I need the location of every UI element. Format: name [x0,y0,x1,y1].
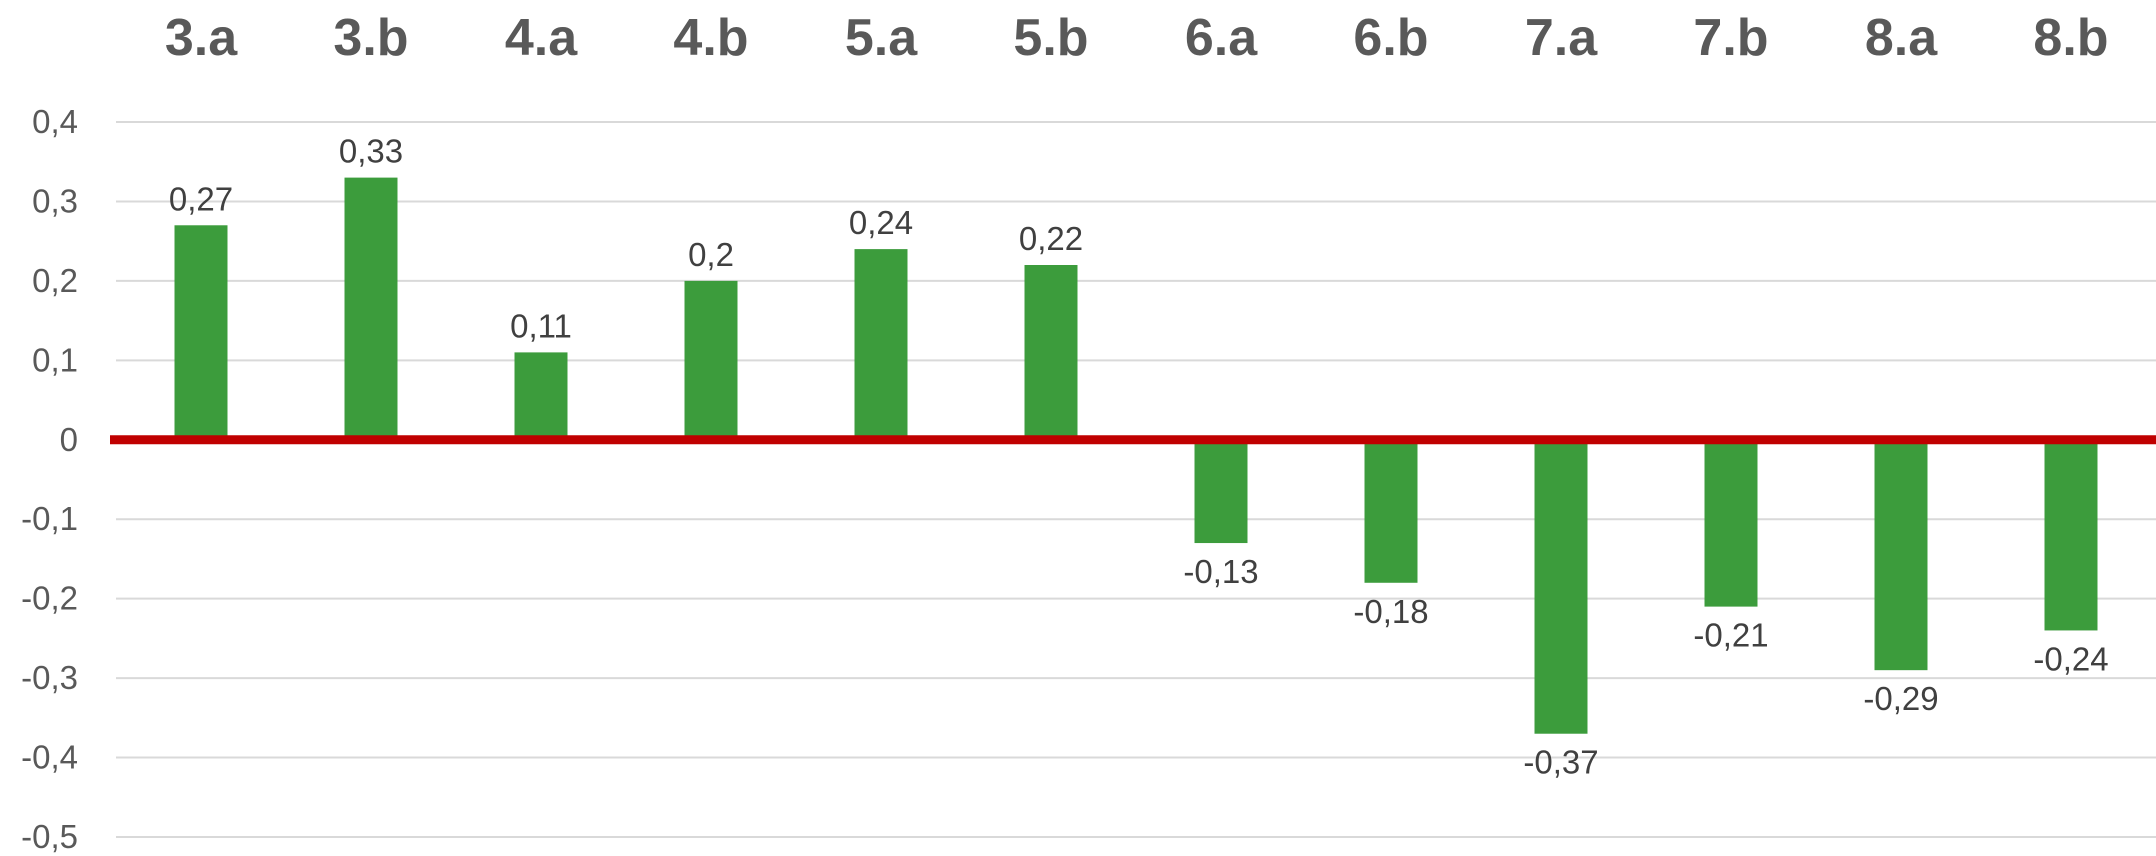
category-label: 4.a [505,9,578,67]
bar-6.b [1364,439,1418,583]
category-label: 5.b [1013,9,1088,67]
data-label: 0,24 [849,204,913,241]
y-tick-label: -0,4 [21,739,78,776]
data-label: -0,18 [1353,593,1428,630]
y-tick-label: 0,2 [32,262,78,299]
y-tick-label: -0,5 [21,818,78,855]
data-label: 0,33 [339,133,403,170]
bar-7.a [1534,439,1588,734]
bars [174,177,2098,734]
bar-8.b [2044,439,2098,631]
bar-6.a [1194,439,1248,544]
category-label: 6.a [1185,9,1258,67]
bar-3.b [344,177,398,440]
data-label: -0,13 [1183,553,1258,590]
data-label: -0,21 [1693,617,1768,654]
data-label: 0,22 [1019,220,1083,257]
data-label: 0,2 [688,236,734,273]
y-tick-label: -0,3 [21,659,78,696]
category-label: 6.b [1353,9,1428,67]
category-label: 8.b [2033,9,2108,67]
data-label: -0,29 [1863,680,1938,717]
category-label: 5.a [845,9,918,67]
gridlines [116,121,2156,838]
category-label: 3.a [165,9,238,67]
data-label: -0,37 [1523,744,1598,781]
category-labels: 3.a 3.b 4.a 4.b 5.a 5.b 6.a 6.b 7.a 7.b 8.a 8.b [165,9,2109,67]
y-tick-label: 0,1 [32,341,78,378]
category-label: 4.b [673,9,748,67]
bar-3.a [174,225,228,440]
bar-4.b [684,280,738,440]
y-tick-label: 0 [60,421,78,458]
data-label: -0,24 [2033,640,2108,677]
y-axis-ticks: 0,4 0,3 0,2 0,1 0 -0,1 -0,2 -0,3 -0,4 -0,5 [21,103,78,855]
category-label: 3.b [333,9,408,67]
bar-7.b [1704,439,1758,607]
category-label: 8.a [1865,9,1938,67]
category-label: 7.a [1525,9,1598,67]
data-label: 0,11 [510,307,572,344]
bar-8.a [1874,439,1928,671]
bar-4.a [514,352,568,440]
bar-5.b [1024,265,1078,440]
bar-5.a [854,249,908,440]
data-label: 0,27 [169,180,233,217]
y-tick-label: 0,4 [32,103,78,140]
y-tick-label: -0,1 [21,500,78,537]
y-tick-label: 0,3 [32,182,78,219]
data-labels: 0,27 0,33 0,11 0,2 0,24 0,22 -0,13 -0,18 -0,37 -0… [169,133,2109,781]
y-tick-label: -0,2 [21,580,78,617]
category-label: 7.b [1693,9,1768,67]
